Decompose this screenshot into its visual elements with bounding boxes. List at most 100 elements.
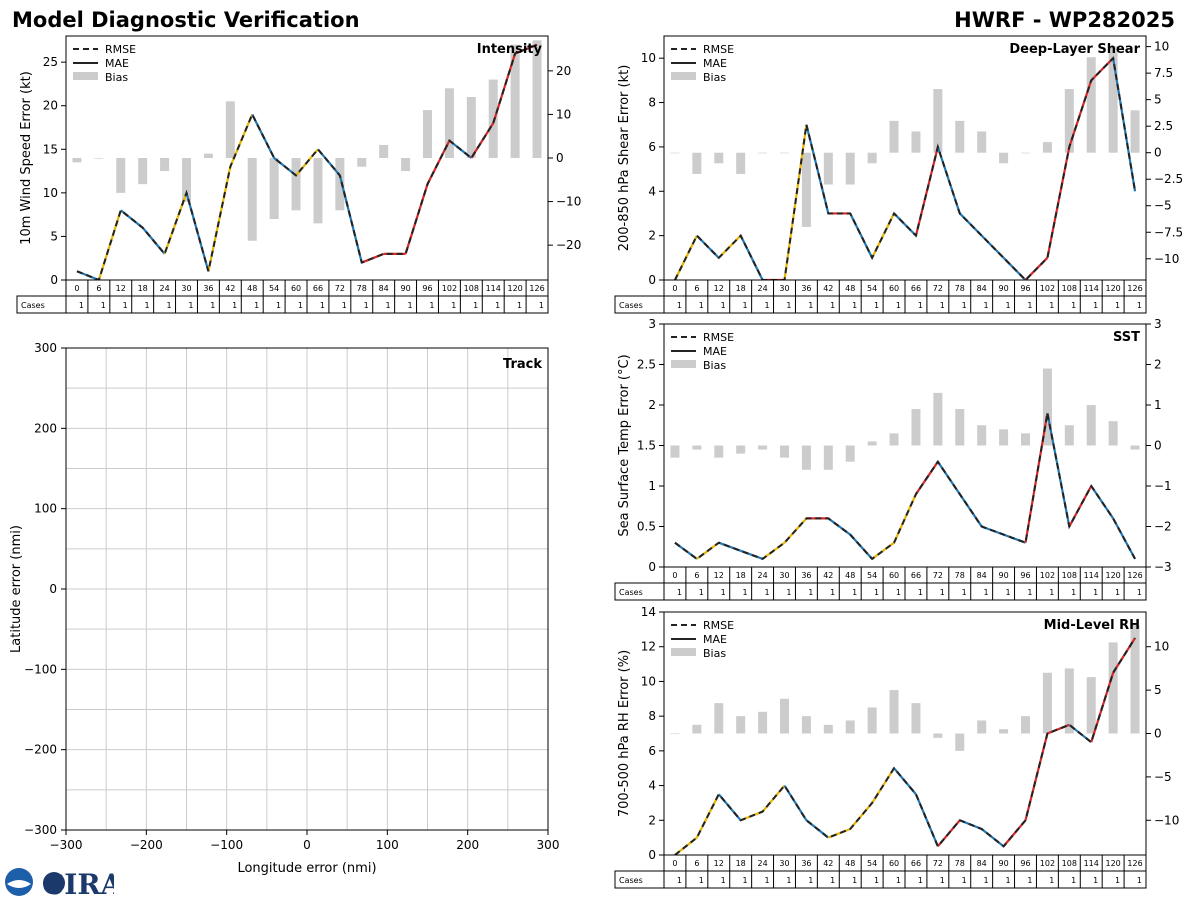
hour-label: 114: [1084, 284, 1099, 293]
y-tick-label: 2: [648, 229, 656, 243]
hour-label: 18: [736, 859, 746, 868]
case-count: 1: [677, 588, 682, 597]
hour-label: 90: [998, 571, 1008, 580]
y2-tick-label: 10: [1154, 640, 1169, 654]
bias-bar: [736, 445, 746, 454]
chart-title: Mid-Level RH: [1044, 618, 1140, 633]
case-count: 1: [786, 876, 791, 885]
mae-segment: [914, 793, 939, 847]
hour-label: 114: [1084, 571, 1099, 580]
cases-row: [16, 295, 549, 314]
y-tick-label: 0: [648, 848, 656, 862]
bias-bar: [203, 153, 213, 158]
chart-track: −300 −200 −100 0 100 200 300 −300 −200 −100 0 100 20…: [9, 341, 559, 876]
bias-bar: [1086, 405, 1096, 446]
bias-bar: [116, 158, 126, 193]
hour-label: 114: [486, 284, 501, 293]
case-count: 1: [962, 588, 967, 597]
case-count: 1: [721, 876, 726, 885]
case-count: 1: [918, 301, 923, 310]
hour-label: 108: [1062, 284, 1077, 293]
hour-label: 72: [933, 284, 943, 293]
hour-label: 66: [911, 284, 921, 293]
case-count: 1: [254, 301, 259, 310]
hour-label: 42: [225, 284, 235, 293]
case-count: 1: [495, 301, 500, 310]
y2-tick-label: 0: [1154, 146, 1162, 160]
bias-bar: [758, 445, 768, 450]
legend-rmse-label: RMSE: [703, 619, 734, 632]
bias-bar: [955, 733, 965, 751]
case-count: 1: [1093, 301, 1098, 310]
mae-segment: [893, 212, 917, 237]
hour-label: 24: [159, 284, 169, 293]
case-count: 1: [984, 588, 989, 597]
y-tick-label: 14: [641, 605, 656, 619]
case-count: 1: [852, 588, 857, 597]
y-tick-label: 0: [648, 560, 656, 574]
figure-title: Model Diagnostic Verification: [12, 8, 360, 32]
bias-bar: [801, 716, 811, 734]
cases-table: Cases01611211812413013614214815416016617…: [614, 854, 1147, 889]
y-tick-label: 10: [641, 51, 656, 65]
y-tick-label: 1: [648, 479, 656, 493]
bias-bar: [736, 152, 746, 174]
case-count: 1: [764, 588, 769, 597]
legend-rmse-label: RMSE: [703, 43, 734, 56]
case-count: 1: [1005, 301, 1010, 310]
y-tick-label: 8: [648, 96, 656, 110]
hour-label: 12: [116, 284, 126, 293]
bias-bar: [1042, 672, 1052, 734]
bias-bar: [933, 392, 943, 446]
case-count: 1: [677, 876, 682, 885]
legend-mae-label: MAE: [105, 57, 129, 70]
bias-bar: [692, 724, 702, 734]
bias-bar: [692, 445, 702, 450]
bias-bar: [1021, 716, 1030, 734]
y-tick-label: 12: [641, 640, 656, 654]
bias-bar: [977, 720, 987, 734]
x-axis-label: Longitude error (nmi): [237, 861, 376, 876]
bias-bar: [977, 131, 987, 153]
bias-bar: [889, 433, 899, 446]
case-count: 1: [1093, 588, 1098, 597]
hour-label: 120: [1105, 859, 1120, 868]
bias-bar: [801, 445, 811, 470]
y2-tick-label: −7.5: [1154, 225, 1183, 239]
legend-bias-swatch: [671, 360, 696, 368]
bias-bar: [225, 101, 235, 158]
case-count: 1: [808, 301, 813, 310]
bias-bar: [714, 152, 724, 164]
hour-label: 90: [998, 284, 1008, 293]
case-count: 1: [451, 301, 456, 310]
hour-label: 6: [96, 284, 101, 293]
legend-mae-label: MAE: [703, 57, 727, 70]
hour-label: 60: [291, 284, 301, 293]
hour-label: 66: [911, 859, 921, 868]
legend-mae-label: MAE: [703, 345, 727, 358]
case-count: 1: [1137, 301, 1142, 310]
case-count: 1: [298, 301, 303, 310]
case-count: 1: [721, 301, 726, 310]
case-count: 1: [918, 588, 923, 597]
case-count: 1: [1137, 876, 1142, 885]
y-axis-label: Latitude error (nmi): [9, 525, 24, 653]
case-count: 1: [1049, 301, 1054, 310]
bias-bar: [867, 441, 877, 446]
y-axis-label: 700-500 hPa RH Error (%): [617, 650, 632, 817]
hour-label: 96: [422, 284, 432, 293]
legend-bias-label: Bias: [703, 647, 726, 660]
y2-tick-label: 1: [1154, 398, 1162, 412]
chart-title: Deep-Layer Shear: [1009, 42, 1140, 57]
bias-bar: [335, 158, 345, 211]
storm-title: HWRF - WP282025: [954, 8, 1175, 32]
case-count: 1: [1005, 876, 1010, 885]
case-count: 1: [786, 588, 791, 597]
y-tick-label: 200: [34, 421, 57, 435]
y-tick-label: 10: [641, 674, 656, 688]
bias-bar: [845, 720, 855, 734]
y2-tick-label: 0: [556, 151, 564, 165]
bias-bar: [867, 707, 877, 734]
chart-title: Track: [503, 357, 542, 372]
bias-bar: [999, 152, 1009, 164]
